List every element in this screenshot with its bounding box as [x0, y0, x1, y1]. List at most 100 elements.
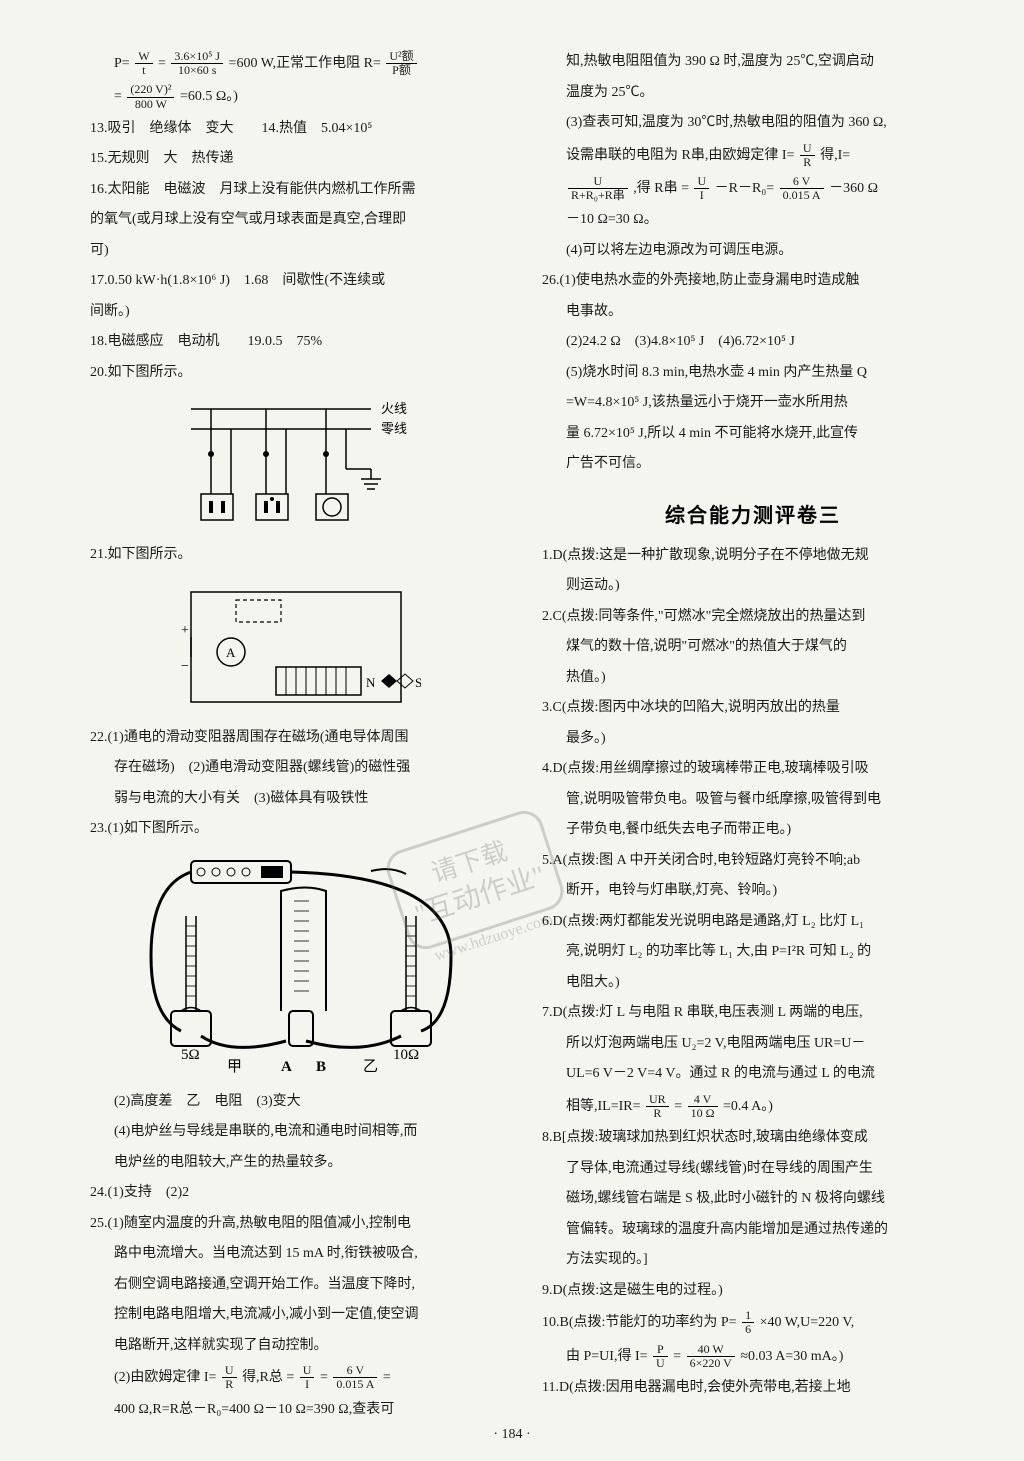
text: ,得 R串 =: [633, 181, 689, 196]
answer-25-2b: 400 Ω,R=R总－R₀=400 Ω－10 Ω=390 Ω,查表可: [90, 1398, 512, 1423]
r4: 设需串联的电阻为 R串,由欧姆定律 I= UR 得,I=: [542, 142, 964, 169]
answer-22-3: 弱与电流的大小有关 (3)磁体具有吸铁性: [90, 787, 512, 812]
text: ≈0.03 A=30 mA。): [740, 1348, 843, 1363]
r25: 5.A(点拨:图 A 中开关闭合时,电铃短路灯亮铃不响;ab: [542, 849, 964, 874]
r13: 量 6.72×10⁵ J,所以 4 min 不可能将水烧开,此宣传: [542, 422, 964, 447]
r14: 广告不可信。: [542, 452, 964, 477]
r7: (4)可以将左边电源改为可调压电源。: [542, 239, 964, 264]
text: =: [674, 1099, 682, 1114]
fraction: PU: [653, 1343, 668, 1370]
text: 由 P=UI,得 I=: [566, 1348, 648, 1363]
r2: 温度为 25℃。: [542, 81, 964, 106]
label-a: A: [281, 1059, 292, 1075]
label-n: N: [366, 675, 376, 690]
r28: 亮,说明灯 L₂ 的功率比等 L₁ 大,由 P=I²R 可知 L₂ 的: [542, 940, 964, 965]
r18: 煤气的数十倍,说明"可燃冰"的热值大于煤气的: [542, 635, 964, 660]
answer-18-19: 18.电磁感应 电动机 19.0.5 75%: [90, 330, 512, 355]
answer-16-1: 16.太阳能 电磁波 月球上没有能供内燃机工作所需: [90, 178, 512, 203]
r30: 7.D(点拨:灯 L 与电阻 R 串联,电压表测 L 两端的电压,: [542, 1001, 964, 1026]
r22: 4.D(点拨:用丝绸摩擦过的玻璃棒带正电,玻璃棒吸引吸: [542, 757, 964, 782]
r37: 管偏转。玻璃球的温度升高内能增加是通过热传递的: [542, 1218, 964, 1243]
fraction: 6 V0.015 A: [333, 1364, 377, 1391]
text: =: [320, 1370, 331, 1385]
fraction: U²额P额: [386, 50, 416, 77]
fraction: UI: [694, 175, 709, 202]
r27: 6.D(点拨:两灯都能发光说明电路是通路,灯 L₂ 比灯 L₁: [542, 910, 964, 935]
r36: 磁场,螺线管右端是 S 极,此时小磁针的 N 极将向螺线: [542, 1187, 964, 1212]
text: =60.5 Ω。): [180, 89, 238, 104]
r26: 断开，电铃与灯串联,灯亮、铃响。): [542, 879, 964, 904]
text: 设需串联的电阻为 R串,由欧姆定律 I=: [566, 147, 794, 162]
label-b: B: [316, 1059, 326, 1075]
label-yi: 乙: [363, 1059, 378, 1075]
fraction: 16: [742, 1309, 754, 1336]
svg-text:−: −: [181, 659, 189, 674]
r33: 相等,IL=IR= URR = 4 V10 Ω =0.4 A。): [542, 1093, 964, 1120]
label-s: S: [415, 675, 421, 690]
answer-21: 21.如下图所示。: [90, 543, 512, 568]
answer-25-1a: 25.(1)随室内温度的升高,热敏电阻的阻值减小,控制电: [90, 1212, 512, 1237]
answer-23-2: (2)高度差 乙 电阻 (3)变大: [90, 1090, 512, 1115]
answer-25-1c: 右侧空调电路接通,空调开始工作。当温度下降时,: [90, 1273, 512, 1298]
text: =0.4 A。): [723, 1099, 773, 1114]
section-title-3: 综合能力测评卷三: [542, 499, 964, 528]
text: －R－R₀=: [715, 181, 774, 196]
fraction: UI: [300, 1364, 315, 1391]
fraction: UR+R₀+R串: [568, 175, 628, 202]
text: ×40 W,U=220 V,: [760, 1315, 855, 1330]
figure-23: 5Ω 甲 A B 10Ω 乙: [90, 856, 512, 1076]
answer-13-14: 13.吸引 绝缘体 变大 14.热值 5.04×10⁵: [90, 117, 512, 142]
r20: 3.C(点拨:图丙中冰块的凹陷大,说明丙放出的热量: [542, 696, 964, 721]
text: =: [158, 56, 166, 71]
fraction: Wt: [135, 50, 152, 77]
r32: UL=6 V－2 V=4 V。通过 R 的电流与通过 L 的电流: [542, 1062, 964, 1087]
fraction: 40 W6×220 V: [687, 1343, 735, 1370]
text: 10.B(点拨:节能灯的功率约为 P=: [542, 1315, 737, 1330]
r21: 最多。): [542, 727, 964, 752]
r31: 所以灯泡两端电压 U₂=2 V,电阻两端电压 UR=U－: [542, 1032, 964, 1057]
right-column: 知,热敏电阻阻值为 390 Ω 时,温度为 25℃,空调启动 温度为 25℃。 …: [542, 50, 984, 1422]
r24: 子带负电,餐巾纸失去电子而带正电。): [542, 818, 964, 843]
answer-23: 23.(1)如下图所示。: [90, 817, 512, 842]
fraction: UR: [800, 142, 815, 169]
r23: 管,说明吸管带负电。吸管与餐巾纸摩擦,吸管得到电: [542, 788, 964, 813]
answer-23-4b: 电炉丝的电阻较大,产生的热量较多。: [90, 1151, 512, 1176]
text: 相等,IL=IR=: [566, 1099, 641, 1114]
text: =: [673, 1348, 681, 1363]
text: =600 W,正常工作电阻 R=: [229, 56, 381, 71]
figure-20: 火线 零线: [90, 399, 512, 529]
formula-line-2: = (220 V)²800 W =60.5 Ω。): [90, 83, 512, 110]
text: =: [114, 89, 122, 104]
r15: 1.D(点拨:这是一种扩散现象,说明分子在不停地做无规: [542, 544, 964, 569]
r29: 电阻大。): [542, 971, 964, 996]
text: (2)由欧姆定律 I=: [114, 1370, 216, 1385]
label-10ohm: 10Ω: [393, 1047, 419, 1063]
answer-25-1b: 路中电流增大。当电流达到 15 mA 时,衔铁被吸合,: [90, 1242, 512, 1267]
r40: 10.B(点拨:节能灯的功率约为 P= 16 ×40 W,U=220 V,: [542, 1309, 964, 1336]
r42: 11.D(点拨:因用电器漏电时,会使外壳带电,若接上地: [542, 1376, 964, 1401]
fraction: 4 V10 Ω: [688, 1093, 718, 1120]
r5: UR+R₀+R串 ,得 R串 = UI －R－R₀= 6 V0.015 A －3…: [542, 175, 964, 202]
formula-line-1: P= Wt = 3.6×10⁵ J10×60 s =600 W,正常工作电阻 R…: [90, 50, 512, 77]
answer-24: 24.(1)支持 (2)2: [90, 1181, 512, 1206]
text: P=: [114, 56, 130, 71]
r12: =W=4.8×10⁵ J,该热量远小于烧开一壶水所用热: [542, 391, 964, 416]
fraction: 3.6×10⁵ J10×60 s: [171, 50, 223, 77]
ammeter-label: A: [226, 645, 236, 660]
answer-22-1: 22.(1)通电的滑动变阻器周围存在磁场(通电导体周围: [90, 726, 512, 751]
answer-16-2: 的氧气(或月球上没有空气或月球表面是真空,合理即: [90, 208, 512, 233]
r17: 2.C(点拨:同等条件,"可燃冰"完全燃烧放出的热量达到: [542, 605, 964, 630]
answer-25-2: (2)由欧姆定律 I= UR 得,R总 = UI = 6 V0.015 A =: [90, 1364, 512, 1391]
answer-23-4a: (4)电炉丝与导线是串联的,电流和通电时间相等,而: [90, 1120, 512, 1145]
text: 得,R总 =: [242, 1370, 294, 1385]
r9: 电事故。: [542, 300, 964, 325]
fraction: URR: [646, 1093, 669, 1120]
r34: 8.B[点拨:玻璃球加热到红炽状态时,玻璃由绝缘体变成: [542, 1126, 964, 1151]
answer-16-3: 可): [90, 239, 512, 264]
text: 得,I=: [820, 147, 850, 162]
label-5ohm: 5Ω: [181, 1047, 200, 1063]
figure-21: + − A N S: [90, 582, 512, 712]
r1: 知,热敏电阻阻值为 390 Ω 时,温度为 25℃,空调启动: [542, 50, 964, 75]
answer-25-1e: 电路断开,这样就实现了自动控制。: [90, 1334, 512, 1359]
answer-22-2: 存在磁场) (2)通电滑动变阻器(螺线管)的磁性强: [90, 756, 512, 781]
